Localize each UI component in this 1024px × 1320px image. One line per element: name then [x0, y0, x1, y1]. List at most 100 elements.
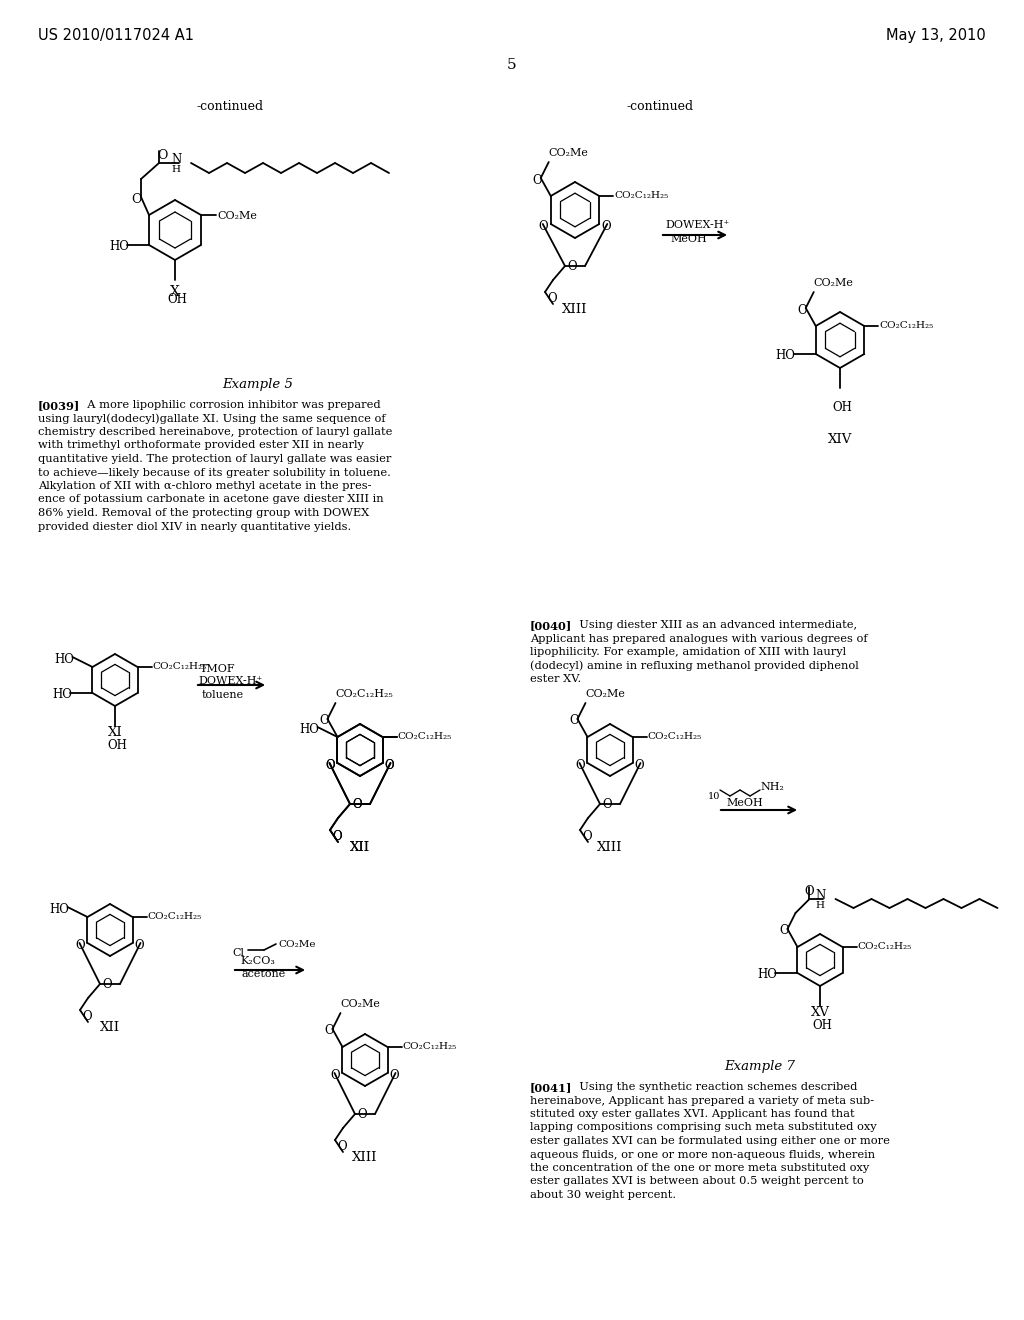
- Text: O: O: [332, 830, 342, 843]
- Text: lapping compositions comprising such meta substituted oxy: lapping compositions comprising such met…: [530, 1122, 877, 1133]
- Text: CO₂C₁₂H₂₅: CO₂C₁₂H₂₅: [147, 912, 202, 921]
- Text: Using the synthetic reaction schemes described: Using the synthetic reaction schemes des…: [572, 1082, 857, 1092]
- Text: ester gallates XVI is between about 0.5 weight percent to: ester gallates XVI is between about 0.5 …: [530, 1176, 864, 1187]
- Text: O: O: [352, 799, 361, 810]
- Text: Applicant has prepared analogues with various degrees of: Applicant has prepared analogues with va…: [530, 634, 867, 644]
- Text: X: X: [170, 285, 180, 300]
- Text: H: H: [171, 165, 180, 174]
- Text: O: O: [582, 830, 592, 843]
- Text: O: O: [131, 193, 141, 206]
- Text: about 30 weight percent.: about 30 weight percent.: [530, 1191, 676, 1200]
- Text: O: O: [102, 978, 112, 991]
- Text: [0039]: [0039]: [38, 400, 80, 411]
- Text: with trimethyl orthoformate provided ester XII in nearly: with trimethyl orthoformate provided est…: [38, 441, 364, 450]
- Text: XIII: XIII: [352, 1151, 378, 1164]
- Text: O: O: [134, 939, 144, 952]
- Text: O: O: [532, 173, 543, 186]
- Text: HO: HO: [299, 723, 319, 737]
- Text: [0040]: [0040]: [530, 620, 572, 631]
- Text: XII: XII: [350, 841, 370, 854]
- Text: stituted oxy ester gallates XVI. Applicant has found that: stituted oxy ester gallates XVI. Applica…: [530, 1109, 855, 1119]
- Text: O: O: [337, 1140, 347, 1152]
- Text: Example 5: Example 5: [222, 378, 294, 391]
- Text: HO: HO: [776, 348, 796, 362]
- Text: O: O: [76, 939, 85, 952]
- Text: Cl: Cl: [232, 948, 244, 958]
- Text: O: O: [569, 714, 580, 727]
- Text: aqueous fluids, or one or more non-aqueous fluids, wherein: aqueous fluids, or one or more non-aqueo…: [530, 1150, 876, 1159]
- Text: HO: HO: [758, 968, 777, 981]
- Text: CO₂C₁₂H₂₅: CO₂C₁₂H₂₅: [336, 689, 393, 700]
- Text: DOWEX-H⁺: DOWEX-H⁺: [665, 220, 729, 230]
- Text: lipophilicity. For example, amidation of XIII with lauryl: lipophilicity. For example, amidation of…: [530, 647, 846, 657]
- Text: MeOH: MeOH: [726, 799, 763, 808]
- Text: using lauryl(dodecyl)gallate XI. Using the same sequence of: using lauryl(dodecyl)gallate XI. Using t…: [38, 413, 386, 424]
- Text: CO₂C₁₂H₂₅: CO₂C₁₂H₂₅: [857, 942, 911, 950]
- Text: XIII: XIII: [562, 304, 588, 315]
- Text: (dodecyl) amine in refluxing methanol provided diphenol: (dodecyl) amine in refluxing methanol pr…: [530, 660, 859, 671]
- Text: HO: HO: [49, 903, 70, 916]
- Text: CO₂Me: CO₂Me: [814, 279, 854, 288]
- Text: DOWEX-H⁺: DOWEX-H⁺: [198, 676, 262, 686]
- Text: CO₂C₁₂H₂₅: CO₂C₁₂H₂₅: [153, 663, 207, 671]
- Text: O: O: [326, 759, 335, 772]
- Text: O: O: [539, 220, 549, 234]
- Text: CO₂C₁₂H₂₅: CO₂C₁₂H₂₅: [880, 321, 934, 330]
- Text: ester gallates XVI can be formulated using either one or more: ester gallates XVI can be formulated usi…: [530, 1137, 890, 1146]
- Text: CO₂Me: CO₂Me: [278, 940, 315, 949]
- Text: HO: HO: [52, 688, 73, 701]
- Text: provided diester diol XIV in nearly quantitative yields.: provided diester diol XIV in nearly quan…: [38, 521, 351, 532]
- Text: O: O: [319, 714, 329, 727]
- Text: TMOF: TMOF: [200, 664, 236, 675]
- Text: O: O: [385, 759, 394, 772]
- Text: XV: XV: [811, 1006, 829, 1019]
- Text: HO: HO: [109, 240, 129, 253]
- Text: 86% yield. Removal of the protecting group with DOWEX: 86% yield. Removal of the protecting gro…: [38, 508, 370, 517]
- Text: Using diester XIII as an advanced intermediate,: Using diester XIII as an advanced interm…: [572, 620, 857, 630]
- Text: N: N: [171, 153, 181, 166]
- Text: May 13, 2010: May 13, 2010: [886, 28, 986, 44]
- Text: O: O: [331, 1069, 340, 1082]
- Text: O: O: [389, 1069, 399, 1082]
- Text: O: O: [352, 799, 361, 810]
- Text: ence of potassium carbonate in acetone gave diester XIII in: ence of potassium carbonate in acetone g…: [38, 495, 384, 504]
- Text: HO: HO: [54, 653, 75, 667]
- Text: -continued: -continued: [197, 100, 263, 114]
- Text: O: O: [357, 1107, 367, 1121]
- Text: [0041]: [0041]: [530, 1082, 572, 1093]
- Text: US 2010/0117024 A1: US 2010/0117024 A1: [38, 28, 194, 44]
- Text: H: H: [815, 902, 824, 909]
- Text: O: O: [567, 260, 577, 273]
- Text: CO₂C₁₂H₂₅: CO₂C₁₂H₂₅: [402, 1041, 457, 1051]
- Text: MeOH: MeOH: [670, 234, 707, 244]
- Text: O: O: [805, 884, 814, 898]
- Text: CO₂C₁₂H₂₅: CO₂C₁₂H₂₅: [647, 733, 701, 741]
- Text: toluene: toluene: [202, 690, 244, 700]
- Text: CO₂Me: CO₂Me: [217, 211, 257, 220]
- Text: quantitative yield. The protection of lauryl gallate was easier: quantitative yield. The protection of la…: [38, 454, 391, 465]
- Text: OH: OH: [167, 293, 186, 306]
- Text: to achieve—likely because of its greater solubility in toluene.: to achieve—likely because of its greater…: [38, 467, 391, 478]
- Text: CO₂Me: CO₂Me: [341, 999, 380, 1008]
- Text: XI: XI: [108, 726, 123, 739]
- Text: OH: OH: [831, 401, 852, 414]
- Text: OH: OH: [106, 739, 127, 752]
- Text: XII: XII: [100, 1020, 120, 1034]
- Text: -continued: -continued: [627, 100, 693, 114]
- Text: the concentration of the one or more meta substituted oxy: the concentration of the one or more met…: [530, 1163, 869, 1173]
- Text: OH: OH: [812, 1019, 831, 1032]
- Text: O: O: [575, 759, 585, 772]
- Text: CO₂C₁₂H₂₅: CO₂C₁₂H₂₅: [614, 191, 669, 201]
- Text: hereinabove, Applicant has prepared a variety of meta sub-: hereinabove, Applicant has prepared a va…: [530, 1096, 874, 1106]
- Text: A more lipophilic corrosion inhibitor was prepared: A more lipophilic corrosion inhibitor wa…: [80, 400, 381, 411]
- Text: N: N: [815, 888, 825, 902]
- Text: Example 7: Example 7: [725, 1060, 796, 1073]
- Text: XII: XII: [350, 841, 370, 854]
- Text: 5: 5: [507, 58, 517, 73]
- Text: O: O: [332, 830, 342, 843]
- Text: CO₂Me: CO₂Me: [586, 689, 626, 700]
- Text: O: O: [798, 304, 807, 317]
- Text: O: O: [157, 149, 167, 162]
- Text: CO₂C₁₂H₂₅: CO₂C₁₂H₂₅: [397, 733, 452, 741]
- Text: O: O: [82, 1010, 91, 1023]
